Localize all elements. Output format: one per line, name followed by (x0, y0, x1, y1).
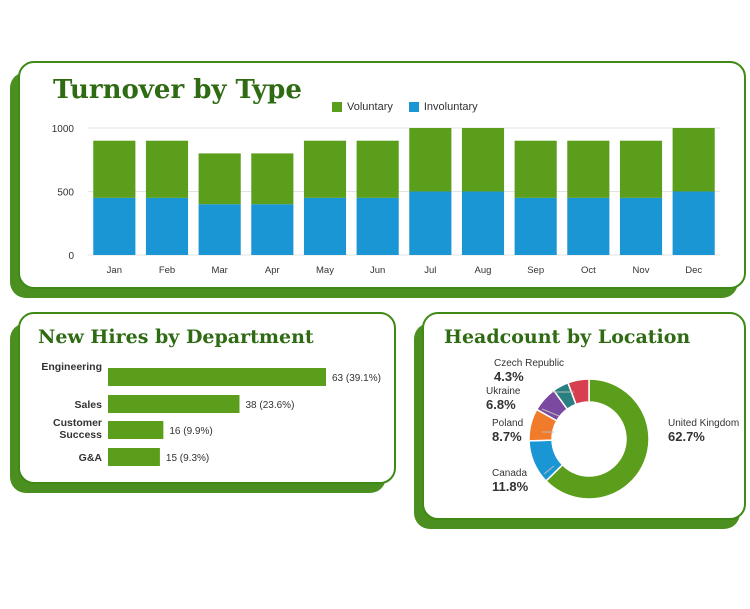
location-value-label: 11.8% (492, 479, 529, 494)
bar-involuntary (672, 191, 715, 255)
leader-line (541, 408, 560, 417)
bar-voluntary (514, 140, 557, 198)
hire-bar (108, 395, 240, 413)
location-name-label: Ukraine (486, 386, 521, 397)
bar-involuntary (567, 197, 610, 255)
legend-swatch-involuntary (408, 102, 419, 112)
x-tick-label: Jan (107, 265, 122, 276)
hire-bar (108, 448, 160, 466)
x-tick-label: Oct (581, 265, 596, 276)
x-tick-label: Jul (424, 265, 436, 276)
hire-value-label: 16 (9.9%) (169, 426, 212, 437)
bar-voluntary (93, 140, 136, 198)
location-value-label: 62.7% (668, 429, 705, 444)
hire-value-label: 38 (23.6%) (245, 400, 294, 411)
hire-value-label: 15 (9.3%) (166, 453, 209, 464)
bar-involuntary (514, 197, 557, 255)
bar-voluntary (145, 140, 189, 198)
bar-involuntary (461, 191, 505, 255)
location-value-label: 4.3% (494, 369, 524, 384)
x-tick-label: Mar (211, 265, 227, 276)
bar-involuntary (145, 197, 189, 255)
turnover-title: Turnover by Type (53, 75, 302, 105)
bar-voluntary (619, 140, 663, 198)
bar-involuntary (303, 197, 347, 255)
x-tick-label: Dec (685, 265, 702, 276)
hire-category-label: G&A (79, 452, 103, 464)
bar-involuntary (93, 197, 136, 255)
hire-category-label: Engineering (41, 361, 102, 373)
bar-involuntary (198, 204, 241, 255)
hire-category-label: Success (59, 429, 102, 441)
leader-line (543, 465, 555, 475)
x-tick-label: Feb (159, 265, 175, 276)
location-name-label: Poland (492, 418, 523, 429)
hire-bar (108, 368, 326, 386)
y-tick-label: 500 (57, 188, 74, 199)
headcount-card: Headcount by Location United Kingdom 62.7… (422, 312, 746, 520)
bar-voluntary (672, 128, 715, 192)
x-tick-label: Nov (633, 265, 650, 276)
new-hires-chart: 63 (39.1%) Engineering 38 (23.6%) Sales 16 (… (41, 361, 381, 466)
x-tick-label: Apr (265, 265, 280, 276)
bar-voluntary (303, 140, 347, 198)
turnover-card: Turnover by Type Voluntary Involuntary 0… (18, 61, 746, 289)
bar-involuntary (409, 191, 452, 255)
turnover-legend: Voluntary Involuntary (332, 101, 478, 113)
bar-involuntary (251, 204, 294, 255)
donut-slice (567, 378, 590, 406)
location-name-label: United Kingdom (668, 418, 739, 429)
headcount-title: Headcount by Location (444, 326, 691, 348)
bar-involuntary (619, 197, 663, 255)
donut-slice (544, 378, 650, 500)
location-value-label: 8.7% (492, 429, 522, 444)
hire-bar (108, 421, 164, 439)
location-value-label: 6.8% (486, 397, 516, 412)
x-tick-label: Sep (527, 265, 544, 276)
bar-involuntary (356, 197, 399, 255)
location-name-label: Canada (492, 468, 527, 479)
legend-swatch-voluntary (332, 102, 342, 112)
y-tick-label: 1000 (52, 124, 75, 135)
new-hires-title: New Hires by Department (38, 326, 314, 348)
hire-category-label: Customer (53, 417, 102, 429)
bar-voluntary (567, 140, 610, 198)
x-tick-label: May (316, 265, 334, 276)
hire-category-label: Sales (75, 399, 103, 411)
new-hires-card: New Hires by Department 63 (39.1%) Engine… (18, 312, 396, 484)
location-name-label: Czech Republic (494, 358, 564, 369)
y-tick-label: 0 (68, 251, 74, 262)
bar-voluntary (356, 140, 399, 198)
bar-voluntary (198, 153, 241, 205)
bar-voluntary (409, 128, 452, 192)
bar-voluntary (251, 153, 294, 205)
bar-voluntary (461, 128, 505, 192)
turnover-chart: 0 500 1000 Jan Feb Mar Apr May Jun Jul Aug Sep Oct No… (52, 124, 720, 276)
hire-value-label: 63 (39.1%) (332, 373, 381, 384)
legend-item-voluntary: Voluntary (332, 101, 393, 113)
legend-label-involuntary: Involuntary (423, 101, 478, 113)
x-tick-label: Jun (370, 265, 385, 276)
legend-item-involuntary: Involuntary (408, 101, 478, 113)
x-tick-label: Aug (475, 265, 492, 276)
legend-label-voluntary: Voluntary (347, 101, 393, 113)
